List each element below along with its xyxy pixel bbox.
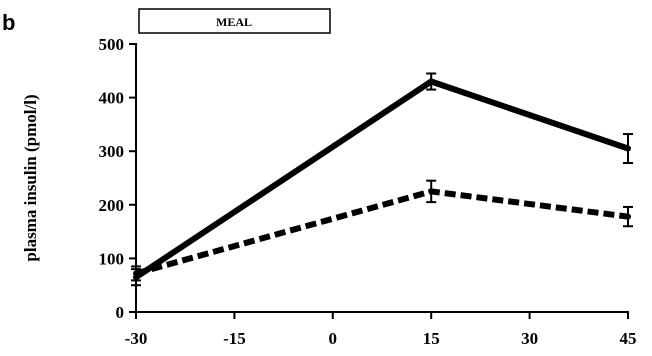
error-bar — [426, 179, 437, 204]
series-line — [134, 78, 629, 280]
x-tick-label: 30 — [521, 329, 538, 348]
error-bar — [623, 133, 633, 164]
x-tick-label: 15 — [423, 329, 440, 348]
x-tick-label: -30 — [125, 329, 148, 348]
data-point — [428, 188, 435, 195]
x-tick-label: 0 — [329, 329, 338, 348]
meal-annotation: MEAL — [138, 8, 331, 34]
x-tick-label: 45 — [620, 329, 637, 348]
error-bar — [131, 265, 141, 282]
error-bar — [623, 205, 633, 228]
axes: 0 100 200 300 400 500 -30 -15 0 15 30 45 — [99, 35, 637, 348]
y-tick-label: 0 — [116, 303, 125, 322]
data-point — [428, 78, 435, 85]
x-tick-label: -15 — [223, 329, 246, 348]
y-tick-label: 300 — [99, 142, 125, 161]
y-tick-label: 400 — [99, 89, 125, 108]
data-point — [133, 270, 139, 277]
y-tick-label: 200 — [99, 196, 125, 215]
meal-box — [138, 8, 331, 34]
data-point — [625, 213, 631, 220]
meal-label: MEAL — [216, 15, 252, 29]
series-line — [135, 188, 629, 277]
y-axis-label: plasma insulin (pmol/l) — [21, 94, 40, 261]
error-bar — [426, 72, 437, 91]
y-tick-label: 100 — [99, 249, 125, 268]
y-tick-label: 500 — [99, 35, 125, 54]
series-dashed — [131, 179, 633, 282]
series-layer — [131, 72, 633, 287]
panel-label: b — [2, 10, 15, 35]
data-point — [625, 145, 631, 152]
